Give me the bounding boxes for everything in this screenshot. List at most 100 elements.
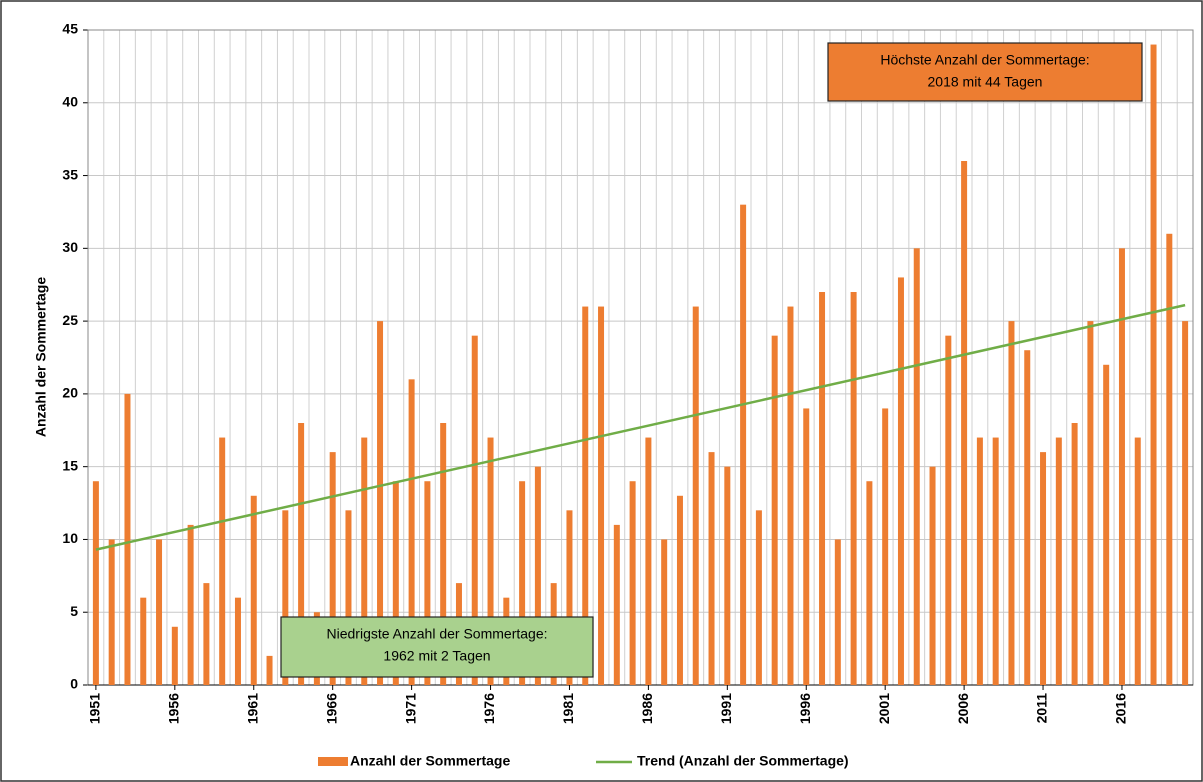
legend-swatch	[318, 757, 348, 766]
bar	[913, 248, 920, 686]
bar	[566, 510, 573, 685]
bar	[1087, 321, 1094, 685]
y-tick-label: 10	[62, 530, 78, 546]
bar	[124, 393, 131, 685]
annotation-box	[827, 42, 1143, 102]
bar	[1166, 233, 1173, 685]
bar	[708, 452, 715, 685]
x-tick-label: 1961	[244, 693, 260, 724]
x-tick-label: 1971	[402, 693, 418, 724]
bar	[282, 510, 289, 685]
bar	[1150, 44, 1157, 686]
bar	[219, 437, 226, 685]
bar	[487, 437, 494, 685]
bar	[755, 510, 762, 685]
bar	[819, 292, 826, 685]
annotation-text: 1962 mit 2 Tagen	[383, 648, 490, 664]
x-tick-label: 2016	[1113, 693, 1129, 724]
bar	[1071, 423, 1078, 685]
trend-line	[95, 303, 1186, 551]
bar	[519, 481, 526, 685]
legend-label: Trend (Anzahl der Sommertage)	[637, 753, 849, 769]
annotation-text: Höchste Anzahl der Sommertage:	[880, 52, 1089, 68]
bar	[234, 597, 241, 685]
bar	[392, 481, 399, 685]
bar	[187, 524, 194, 685]
bar	[945, 335, 952, 685]
bar	[140, 597, 147, 685]
bar	[203, 583, 210, 685]
bar	[866, 481, 873, 685]
bar	[629, 481, 636, 685]
bar	[250, 495, 257, 685]
bar	[1040, 452, 1047, 685]
bar	[361, 437, 368, 685]
bar	[1182, 321, 1189, 685]
bar	[171, 626, 178, 685]
bar	[1008, 321, 1015, 685]
x-tick-label: 1996	[797, 693, 813, 724]
bar	[661, 539, 668, 685]
bar	[1118, 248, 1125, 686]
bar	[534, 466, 541, 685]
bar	[787, 306, 794, 685]
y-tick-label: 5	[70, 603, 78, 619]
bar	[1024, 350, 1031, 685]
x-tick-label: 1991	[718, 693, 734, 724]
bar	[1055, 437, 1062, 685]
y-tick-label: 45	[62, 21, 78, 37]
y-tick-label: 35	[62, 166, 78, 182]
bar	[882, 408, 889, 685]
bar	[771, 335, 778, 685]
bar	[1103, 364, 1110, 685]
bar	[645, 437, 652, 685]
bar	[266, 655, 273, 685]
x-tick-label: 1966	[323, 693, 339, 724]
bar	[1134, 437, 1141, 685]
x-tick-label: 1981	[560, 693, 576, 724]
bar	[582, 306, 589, 685]
bar	[613, 524, 620, 685]
bar	[298, 423, 305, 685]
legend-label: Anzahl der Sommertage	[350, 753, 510, 769]
bar	[803, 408, 810, 685]
y-tick-label: 0	[70, 676, 78, 692]
y-tick-label: 30	[62, 239, 78, 255]
bar	[724, 466, 731, 685]
x-tick-label: 1951	[87, 693, 103, 724]
annotation-box	[280, 616, 594, 678]
x-tick-label: 1976	[481, 693, 497, 724]
x-tick-label: 2001	[876, 693, 892, 724]
bar	[598, 306, 605, 685]
bar	[850, 292, 857, 685]
bar	[961, 161, 968, 685]
bar	[345, 510, 352, 685]
bar	[897, 277, 904, 685]
bar	[329, 452, 336, 685]
bar	[108, 539, 115, 685]
x-tick-label: 1956	[166, 693, 182, 724]
y-axis-label: Anzahl der Sommertage	[33, 277, 49, 437]
bar	[740, 204, 747, 685]
y-tick-label: 40	[62, 93, 78, 109]
bar	[440, 423, 447, 685]
x-tick-label: 2011	[1034, 693, 1050, 724]
annotation-text: Niedrigste Anzahl der Sommertage:	[327, 626, 548, 642]
bar	[92, 481, 99, 685]
bar	[471, 335, 478, 685]
y-tick-label: 25	[62, 312, 78, 328]
bar	[156, 539, 163, 685]
x-tick-label: 1986	[639, 693, 655, 724]
bar	[929, 466, 936, 685]
bar	[676, 495, 683, 685]
bar	[834, 539, 841, 685]
y-tick-label: 20	[62, 385, 78, 401]
bar	[992, 437, 999, 685]
y-tick-label: 15	[62, 457, 78, 473]
x-tick-label: 2006	[955, 693, 971, 724]
annotation-text: 2018 mit 44 Tagen	[928, 74, 1043, 90]
bar	[424, 481, 431, 685]
bar	[377, 321, 384, 685]
bar	[408, 379, 415, 685]
